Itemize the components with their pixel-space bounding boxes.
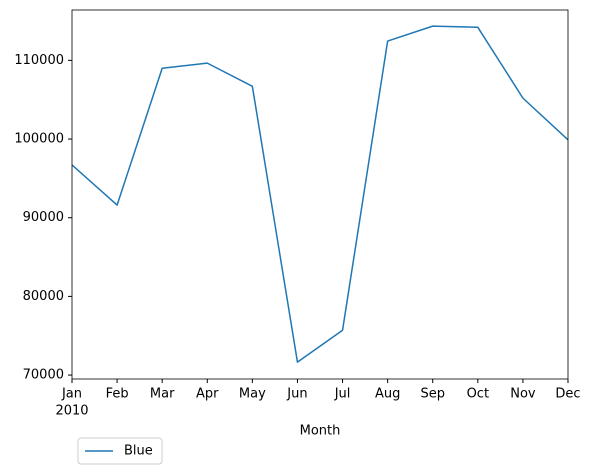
x-axis-label: Month xyxy=(300,424,341,439)
legend-label: Blue xyxy=(124,444,153,459)
x-tick-label: Aug xyxy=(375,387,400,402)
x-year-label: 2010 xyxy=(55,404,88,419)
y-tick-label: 80000 xyxy=(23,289,64,304)
x-tick-label: Dec xyxy=(555,387,580,402)
x-tick-label: Oct xyxy=(467,387,489,402)
x-tick-label: Sep xyxy=(420,387,445,402)
y-tick-label: 110000 xyxy=(14,53,64,68)
legend-box xyxy=(77,437,163,465)
x-tick-label: Feb xyxy=(106,387,129,402)
x-tick-label: Nov xyxy=(510,387,536,402)
series-line xyxy=(71,25,569,363)
x-tick-label: Jun xyxy=(286,387,307,402)
x-tick-label: Mar xyxy=(150,387,175,402)
x-tick-label: May xyxy=(239,387,266,402)
y-tick-label: 90000 xyxy=(23,210,64,225)
x-tick-label: Apr xyxy=(196,387,219,402)
x-tick-label: Jan xyxy=(61,387,82,402)
x-tick-label: Jul xyxy=(334,387,351,402)
y-tick-label: 100000 xyxy=(14,132,64,147)
plot-frame xyxy=(71,9,569,380)
y-tick-label: 70000 xyxy=(23,368,64,383)
